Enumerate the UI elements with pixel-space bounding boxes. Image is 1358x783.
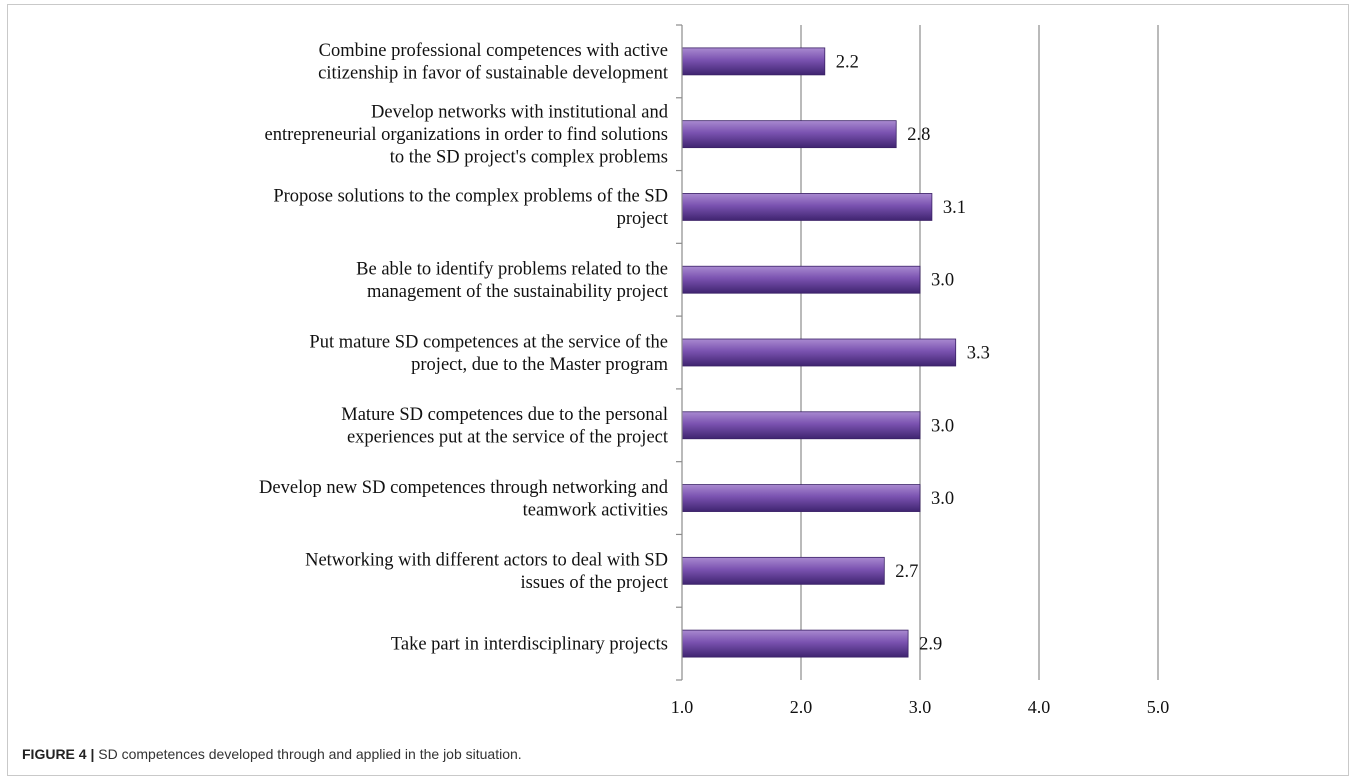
bar xyxy=(681,47,826,76)
category-label-line: teamwork activities xyxy=(523,500,668,520)
category-label: Put mature SD competences at the service… xyxy=(309,332,668,375)
bar-value-label: 3.1 xyxy=(943,198,966,218)
bar-value-label: 2.9 xyxy=(919,635,942,655)
bar-value-label: 3.0 xyxy=(931,489,954,509)
category-label-line: Propose solutions to the complex problem… xyxy=(273,187,668,207)
figure-frame: Combine professional competences with ac… xyxy=(7,4,1349,776)
bar xyxy=(681,338,957,367)
category-label-line: Take part in interdisciplinary projects xyxy=(391,635,668,655)
bar-value-label: 3.0 xyxy=(931,271,954,291)
bar xyxy=(681,265,921,294)
category-label: Combine professional competences with ac… xyxy=(318,41,669,83)
bar xyxy=(681,484,921,512)
figure-number: FIGURE 4 | xyxy=(22,746,95,762)
category-label-line: Develop networks with institutional and xyxy=(371,103,669,123)
category-label: Take part in interdisciplinary projects xyxy=(391,635,668,655)
category-label-line: Combine professional competences with ac… xyxy=(319,41,668,61)
bar-value-label: 2.7 xyxy=(895,562,918,582)
data-labels: 2.2 2.8 3.1 3.0 3.3 3.0 3.0 2.7 2.9 xyxy=(836,52,990,654)
category-label-line: Networking with different actors to deal… xyxy=(305,551,668,571)
category-label: Mature SD competences due to the persona… xyxy=(341,405,669,448)
bar xyxy=(681,411,921,440)
category-label-line: Be able to identify problems related to … xyxy=(356,259,668,279)
bar-value-label: 2.8 xyxy=(907,125,930,145)
bar xyxy=(681,629,909,658)
bar xyxy=(681,193,933,221)
x-tick-label: 2.0 xyxy=(790,697,813,717)
category-label-line: Put mature SD competences at the service… xyxy=(309,332,668,352)
x-tick-label: 3.0 xyxy=(909,697,932,717)
x-tick-label: 1.0 xyxy=(671,697,694,717)
category-label-line: project, due to the Master program xyxy=(411,355,668,375)
category-label: Be able to identify problems related to … xyxy=(356,259,669,302)
category-label-line: issues of the project xyxy=(521,573,669,593)
category-label-line: management of the sustainability project xyxy=(367,282,669,302)
category-label-line: citizenship in favor of sustainable deve… xyxy=(318,64,669,84)
bar xyxy=(681,120,897,149)
category-label: Networking with different actors to deal… xyxy=(305,551,669,594)
caption-text: SD competences developed through and app… xyxy=(94,746,522,762)
category-label-line: Develop new SD competences through netwo… xyxy=(259,478,669,498)
category-labels: Combine professional competences with ac… xyxy=(259,41,669,654)
category-label-line: project xyxy=(617,209,669,229)
bar xyxy=(681,556,885,585)
axes xyxy=(676,24,683,681)
bars xyxy=(681,47,957,658)
category-label: Develop networks with institutional and e… xyxy=(265,103,669,168)
category-label: Develop new SD competences through netwo… xyxy=(259,478,669,521)
category-label-line: entrepreneurial organizations in order t… xyxy=(265,125,668,145)
x-tick-labels: 1.0 2.0 3.0 4.0 5.0 xyxy=(671,697,1170,717)
category-label-line: to the SD project's complex problems xyxy=(390,148,668,168)
x-tick-label: 4.0 xyxy=(1028,697,1051,717)
x-tick-label: 5.0 xyxy=(1147,697,1170,717)
figure-caption: FIGURE 4 | SD competences developed thro… xyxy=(22,746,522,762)
bar-value-label: 2.2 xyxy=(836,52,859,72)
bar-value-label: 3.0 xyxy=(931,416,954,436)
category-label-line: experiences put at the service of the pr… xyxy=(347,428,669,448)
bar-value-label: 3.3 xyxy=(967,344,990,364)
category-label-line: Mature SD competences due to the persona… xyxy=(341,405,668,425)
category-label: Propose solutions to the complex problem… xyxy=(273,187,668,230)
bar-chart: Combine professional competences with ac… xyxy=(259,24,1170,717)
